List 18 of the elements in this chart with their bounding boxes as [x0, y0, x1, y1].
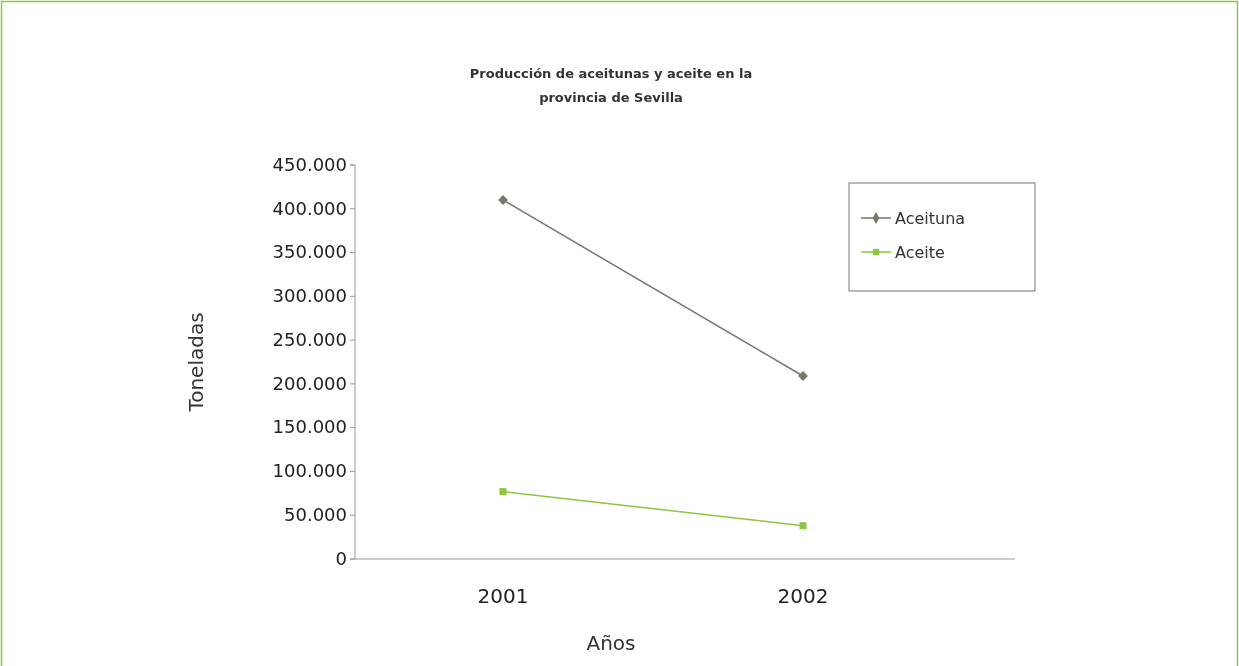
point: [799, 522, 807, 530]
x-tick-label: 2002: [777, 584, 829, 609]
chart-title: Producción de aceitunas y aceite en la provincia de Sevilla: [469, 66, 753, 105]
y-tick-label: 350.000: [272, 241, 347, 263]
y-tick-label: 200.000: [272, 372, 347, 394]
y-tick-label: 250.000: [272, 328, 347, 350]
y-tick-label: 100.000: [272, 460, 347, 482]
y-tick-label: 300.000: [272, 285, 347, 307]
y-tick-label: 150.000: [272, 416, 347, 438]
y-axis-title: Toneladas: [184, 312, 208, 413]
legend-label: Aceite: [895, 243, 945, 262]
y-tick-label: 0: [335, 547, 347, 569]
y-tick-label: 450.000: [272, 153, 347, 175]
x-axis-title: Años: [586, 631, 636, 655]
y-tick-label: 50.000: [284, 503, 347, 525]
x-tick-label: 2001: [477, 584, 529, 609]
y-tick-label: 400.000: [272, 197, 347, 219]
legend-label: Aceituna: [895, 209, 966, 228]
